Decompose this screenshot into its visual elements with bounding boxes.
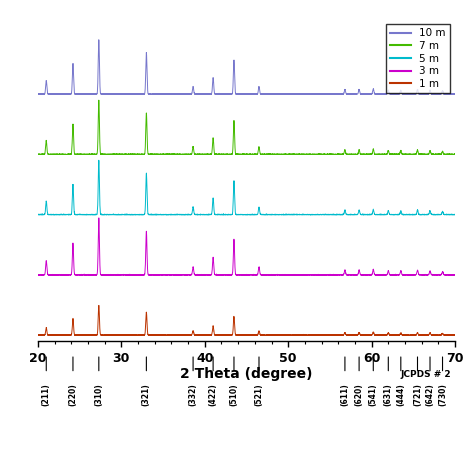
3 m — [367, 272, 373, 278]
3 m — [345, 272, 350, 278]
Text: (620): (620) — [355, 383, 364, 406]
Text: (332): (332) — [189, 383, 198, 406]
Legend: 10 m, 7 m, 5 m, 3 m, 1 m: 10 m, 7 m, 5 m, 3 m, 1 m — [386, 24, 450, 93]
5 m — [452, 212, 458, 218]
7 m — [186, 152, 192, 157]
Line: 3 m: 3 m — [38, 218, 455, 275]
Text: (422): (422) — [209, 383, 218, 406]
5 m — [186, 212, 192, 218]
Text: (730): (730) — [438, 383, 447, 406]
1 m — [96, 302, 101, 308]
Text: (310): (310) — [94, 383, 103, 406]
Text: (721): (721) — [413, 383, 422, 406]
7 m — [282, 152, 288, 157]
3 m — [159, 272, 165, 278]
3 m — [282, 272, 288, 278]
1 m — [344, 332, 350, 338]
Text: JCPDS # 2: JCPDS # 2 — [401, 370, 451, 379]
Line: 1 m: 1 m — [38, 305, 455, 335]
3 m — [96, 215, 101, 221]
7 m — [366, 152, 372, 157]
Line: 10 m: 10 m — [38, 40, 455, 94]
X-axis label: 2 Theta (degree): 2 Theta (degree) — [180, 367, 313, 382]
10 m — [186, 91, 192, 97]
5 m — [344, 212, 350, 218]
Text: (642): (642) — [426, 383, 435, 406]
7 m — [96, 97, 101, 103]
7 m — [56, 152, 62, 157]
5 m — [96, 157, 101, 163]
5 m — [300, 212, 306, 218]
10 m — [367, 91, 373, 97]
Text: (510): (510) — [229, 383, 238, 406]
Text: (541): (541) — [369, 383, 378, 406]
5 m — [35, 212, 41, 218]
1 m — [186, 332, 192, 337]
1 m — [300, 332, 306, 338]
Text: (611): (611) — [340, 383, 349, 406]
Text: (521): (521) — [255, 383, 264, 406]
Text: (220): (220) — [68, 383, 77, 406]
7 m — [452, 151, 458, 157]
Text: (321): (321) — [142, 383, 151, 406]
5 m — [366, 211, 372, 217]
10 m — [345, 91, 350, 97]
10 m — [282, 91, 288, 97]
1 m — [56, 332, 62, 338]
1 m — [402, 332, 408, 338]
10 m — [300, 91, 306, 97]
Text: (631): (631) — [384, 383, 393, 406]
10 m — [96, 37, 101, 43]
1 m — [452, 332, 458, 338]
5 m — [434, 212, 440, 218]
7 m — [379, 152, 384, 157]
Text: (211): (211) — [42, 383, 51, 406]
3 m — [300, 272, 306, 278]
1 m — [366, 332, 372, 338]
5 m — [56, 211, 62, 217]
Line: 7 m: 7 m — [38, 100, 455, 155]
10 m — [56, 91, 62, 97]
3 m — [186, 272, 192, 278]
7 m — [35, 151, 41, 157]
10 m — [35, 91, 41, 97]
10 m — [452, 91, 458, 97]
3 m — [35, 272, 41, 278]
3 m — [452, 272, 458, 277]
7 m — [300, 152, 306, 157]
1 m — [35, 332, 41, 338]
7 m — [344, 152, 350, 157]
10 m — [165, 91, 171, 97]
5 m — [282, 212, 288, 218]
Text: (444): (444) — [396, 383, 405, 406]
3 m — [56, 272, 62, 278]
1 m — [282, 332, 288, 338]
Line: 5 m: 5 m — [38, 160, 455, 215]
